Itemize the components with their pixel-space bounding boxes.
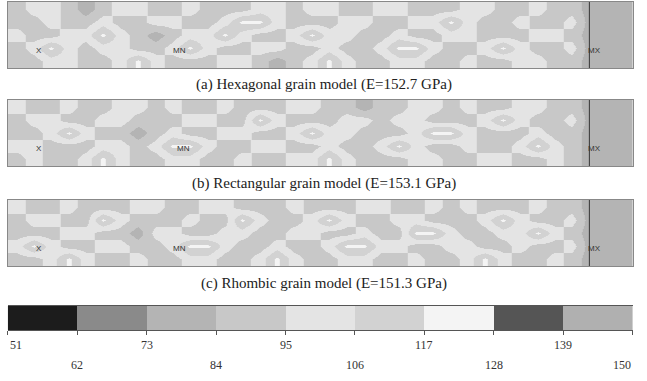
svg-text:X: X [36,244,42,253]
svg-text:62: 62 [71,358,83,372]
svg-text:X: X [36,46,42,55]
svg-text:73: 73 [141,338,153,352]
svg-text:84: 84 [210,358,222,372]
svg-text:MX: MX [588,144,601,153]
svg-text:(c) Rhombic grain model (E=151: (c) Rhombic grain model (E=151.3 GPa) [201,275,447,292]
svg-text:128: 128 [485,358,503,372]
svg-text:117: 117 [415,338,433,352]
svg-text:106: 106 [346,358,364,372]
svg-text:139: 139 [554,338,572,352]
svg-text:MN: MN [177,144,190,153]
svg-text:MX: MX [588,244,601,253]
svg-text:MX: MX [588,46,601,55]
svg-text:51: 51 [10,338,22,352]
svg-text:X: X [36,144,42,153]
svg-text:150: 150 [613,358,631,372]
svg-text:(a) Hexagonal grain model (E=1: (a) Hexagonal grain model (E=152.7 GPa) [196,76,452,93]
svg-text:MN: MN [173,46,186,55]
svg-text:95: 95 [280,338,292,352]
svg-text:(b) Rectangular grain model (E: (b) Rectangular grain model (E=153.1 GPa… [192,175,456,192]
svg-text:MN: MN [173,244,186,253]
